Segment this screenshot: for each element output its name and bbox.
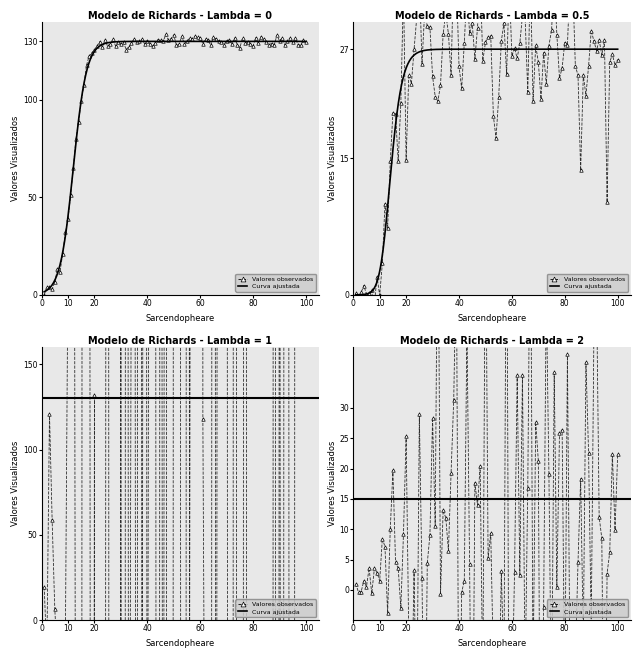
Title: Modelo de Richards - Lambda = 0.5: Modelo de Richards - Lambda = 0.5 — [395, 11, 589, 21]
Title: Modelo de Richards - Lambda = 2: Modelo de Richards - Lambda = 2 — [400, 337, 584, 347]
X-axis label: Sarcendopheare: Sarcendopheare — [146, 639, 215, 648]
Legend: Valores observados, Curva ajustada: Valores observados, Curva ajustada — [547, 600, 628, 617]
Title: Modelo de Richards - Lambda = 0: Modelo de Richards - Lambda = 0 — [89, 11, 272, 21]
Y-axis label: Valores Visualizados: Valores Visualizados — [327, 441, 336, 527]
Y-axis label: Valores Visualizados: Valores Visualizados — [11, 441, 20, 527]
X-axis label: Sarcendopheare: Sarcendopheare — [458, 314, 526, 322]
Y-axis label: Valores Visualizados: Valores Visualizados — [11, 116, 20, 201]
Legend: Valores observados, Curva ajustada: Valores observados, Curva ajustada — [547, 274, 628, 292]
Title: Modelo de Richards - Lambda = 1: Modelo de Richards - Lambda = 1 — [89, 337, 272, 347]
X-axis label: Sarcendopheare: Sarcendopheare — [458, 639, 526, 648]
Y-axis label: Valores Visualizados: Valores Visualizados — [327, 116, 336, 201]
Legend: Valores observados, Curva ajustada: Valores observados, Curva ajustada — [236, 600, 316, 617]
Legend: Valores observados, Curva ajustada: Valores observados, Curva ajustada — [236, 274, 316, 292]
X-axis label: Sarcendopheare: Sarcendopheare — [146, 314, 215, 322]
